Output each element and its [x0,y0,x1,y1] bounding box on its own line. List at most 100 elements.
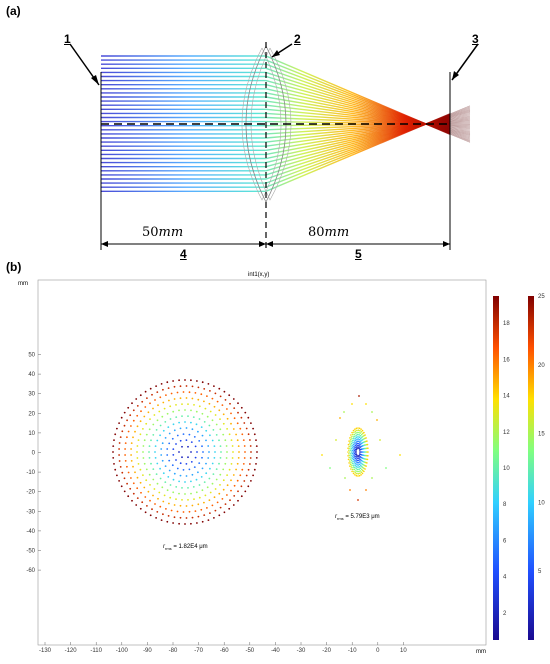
spot-dot [358,466,361,468]
spot-dot [359,470,362,472]
spot-dot [357,466,359,469]
spot-dot [364,434,366,436]
y-tick-label: -60 [26,568,35,574]
spot-dot [226,408,228,410]
spot-dot [118,460,121,462]
spot-dot [155,385,158,387]
spot-dot [152,478,155,481]
spot-dot [356,464,358,466]
spot-dot [170,392,173,395]
spot-dot [379,439,381,441]
spot-dot [224,399,227,401]
ray-extension [449,128,471,134]
plot-frame [37,279,487,646]
ray-extension [449,115,471,120]
ray-extension [449,122,471,124]
spot-dot [176,510,179,513]
spot-dot [201,520,204,523]
spot-dot [356,433,359,436]
spot-dot [359,434,362,437]
spot-dot [161,486,164,489]
spot-dot [159,467,162,470]
spot-dot [352,441,354,444]
spot-dot [164,421,167,423]
spot-dot [354,466,356,469]
spot-dot [237,402,239,405]
spot-dot [358,431,360,434]
y-tick-label: 10 [28,431,35,437]
spot-dot [226,451,228,453]
spot-dot [164,481,167,483]
spot-dot [344,477,346,479]
spot-dot [146,505,148,507]
spot-dot [244,411,247,414]
marker-4: 4 [180,247,187,261]
spot-dot [167,387,170,389]
spot-dot [126,436,128,439]
spot-dot [218,462,220,465]
spot-dot [247,416,250,419]
spot-dot [350,451,353,453]
spot-dot [213,405,216,408]
spot-dot [243,480,246,482]
spot-dot [347,447,349,450]
spot-dot [351,444,354,447]
spot-dot [162,401,165,404]
spot-dot [152,423,155,426]
spot-dot [200,476,203,478]
spot-dot [169,418,172,420]
spot-dot [214,451,216,453]
spot-dot [185,439,188,441]
spot-dot [219,473,222,476]
spot-dot [349,439,352,441]
spot-dot [149,387,152,390]
spot-dot [152,407,154,410]
spot-dot [221,404,224,406]
spot-dot [191,397,194,400]
spot-dot [219,506,222,509]
y-tick-label: -10 [26,470,35,476]
spot-dot [126,482,128,485]
spot-dot [358,459,360,462]
spot-dot [161,442,164,445]
spot-dot [352,460,354,463]
ray-extension [449,124,471,127]
spot-dot [349,447,351,450]
spot-dot [139,481,142,484]
ray-extension [449,108,471,117]
spot-dot [356,431,359,434]
spot-dot [209,410,212,413]
spot-dot [352,456,354,458]
spot-dot [351,470,353,473]
spot-dot [139,433,142,436]
spot-dot [214,488,217,490]
spot-dot [247,468,250,471]
spot-dot [236,422,239,425]
spot-dot [359,461,361,463]
spot-dot [178,492,180,495]
spot-dot [237,499,239,502]
spot-dot [190,492,192,495]
spot-dot [356,472,358,475]
colorbar-2 [528,296,534,640]
spot-dot [124,460,127,462]
spot-dot [357,461,360,464]
spot-dot [168,469,171,472]
spot-dot [144,496,147,498]
spot-dot [351,447,353,450]
spot-pattern-left [112,379,258,525]
spot-dot [185,385,188,387]
spot-dot [207,383,210,385]
spot-dot [175,404,177,406]
spot-dot [173,504,176,506]
spot-dot [353,457,355,459]
spot-dot [228,507,231,510]
spot-dot [172,380,175,382]
spot-dot [135,504,138,506]
spot-dot [201,489,204,492]
spot-dot [194,445,197,448]
spot-dot [187,403,189,405]
spot-dot [351,431,353,434]
spot-dot [359,458,361,461]
panel-a-label: (a) [6,4,21,18]
